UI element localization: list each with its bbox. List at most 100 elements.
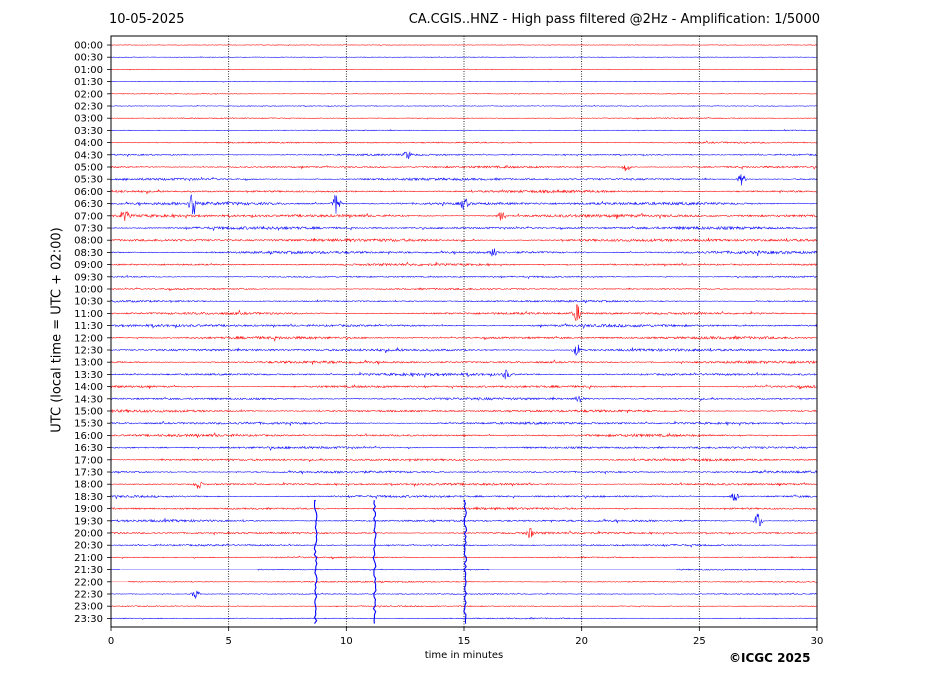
trace-row-0730 bbox=[110, 225, 817, 232]
trace-row-0530 bbox=[110, 174, 817, 186]
y-tick-label: 23:00 bbox=[74, 602, 103, 613]
y-tick-label: 11:30 bbox=[74, 321, 103, 332]
y-tick-label: 04:30 bbox=[74, 150, 103, 161]
record-date: 10-05-2025 bbox=[109, 12, 185, 27]
y-tick-label: 22:30 bbox=[74, 590, 103, 601]
trace-row-1630 bbox=[110, 445, 817, 451]
trace-row-0330 bbox=[110, 128, 817, 132]
trace-row-1800 bbox=[110, 481, 817, 489]
trace-row-2330 bbox=[110, 617, 817, 620]
y-tick-label: 10:30 bbox=[74, 297, 103, 308]
trace-row-0430 bbox=[110, 151, 817, 160]
trace-row-0230 bbox=[110, 104, 817, 108]
trace-row-1400 bbox=[110, 384, 817, 390]
trace-row-1930 bbox=[110, 513, 817, 527]
seismic-spike bbox=[372, 500, 377, 624]
trace-row-1700 bbox=[110, 457, 817, 463]
y-tick-label: 12:00 bbox=[74, 333, 103, 344]
trace-row-1730 bbox=[110, 469, 817, 475]
y-tick-label: 02:00 bbox=[74, 89, 103, 100]
trace-row-1330 bbox=[110, 369, 817, 380]
x-tick-label: 20 bbox=[575, 636, 588, 647]
x-tick-label: 15 bbox=[458, 636, 471, 647]
trace-row-1200 bbox=[110, 335, 817, 342]
y-tick-label: 20:30 bbox=[74, 541, 103, 552]
y-tick-label: 17:00 bbox=[74, 455, 103, 466]
x-tick-label: 10 bbox=[340, 636, 353, 647]
trace-row-1100 bbox=[110, 304, 817, 322]
trace-row-2030 bbox=[110, 543, 817, 548]
y-tick-label: 02:30 bbox=[74, 102, 103, 113]
x-tick-label: 5 bbox=[225, 636, 231, 647]
trace-row-0900 bbox=[110, 261, 817, 267]
y-tick-label: 19:00 bbox=[74, 504, 103, 515]
y-tick-label: 19:30 bbox=[74, 516, 103, 527]
y-tick-label: 05:00 bbox=[74, 163, 103, 174]
trace-row-2200 bbox=[127, 580, 817, 584]
y-tick-label: 13:00 bbox=[74, 358, 103, 369]
trace-row-0200 bbox=[110, 92, 817, 95]
trace-row-0700 bbox=[110, 210, 817, 221]
y-tick-label: 09:00 bbox=[74, 260, 103, 271]
seismic-spike bbox=[463, 500, 468, 624]
y-tick-label: 17:30 bbox=[74, 468, 103, 479]
y-tick-label: 06:00 bbox=[74, 187, 103, 198]
trace-row-2100 bbox=[110, 555, 817, 560]
y-tick-label: 05:30 bbox=[74, 175, 103, 186]
trace-row-1230 bbox=[110, 344, 817, 356]
y-tick-label: 11:00 bbox=[74, 309, 103, 320]
y-tick-label: 08:00 bbox=[74, 236, 103, 247]
trace-row-1830 bbox=[110, 493, 817, 502]
trace-row-1300 bbox=[110, 359, 817, 366]
y-tick-label: 14:30 bbox=[74, 394, 103, 405]
trace-row-0130 bbox=[110, 80, 817, 83]
y-tick-label: 01:00 bbox=[74, 65, 103, 76]
trace-row-1500 bbox=[110, 408, 817, 414]
y-tick-label: 18:30 bbox=[74, 492, 103, 503]
y-tick-label: 10:00 bbox=[74, 285, 103, 296]
y-tick-label: 16:30 bbox=[74, 443, 103, 454]
trace-row-1130 bbox=[110, 322, 817, 330]
seismic-spike bbox=[313, 500, 318, 624]
y-tick-label: 14:00 bbox=[74, 382, 103, 393]
y-tick-label: 08:30 bbox=[74, 248, 103, 259]
trace-row-0000 bbox=[110, 44, 817, 46]
trace-row-2230 bbox=[110, 590, 817, 600]
y-tick-label: 21:30 bbox=[74, 565, 103, 576]
trace-row-0030 bbox=[110, 56, 817, 59]
x-axis-label: time in minutes bbox=[424, 650, 504, 661]
y-tick-label: 16:00 bbox=[74, 431, 103, 442]
y-tick-label: 23:30 bbox=[74, 614, 103, 625]
trace-row-0930 bbox=[110, 274, 817, 280]
y-tick-label: 15:30 bbox=[74, 419, 103, 430]
y-tick-label: 03:30 bbox=[74, 126, 103, 137]
y-tick-label: 00:30 bbox=[74, 53, 103, 64]
trace-row-1600 bbox=[110, 432, 817, 438]
trace-row-0400 bbox=[110, 140, 817, 145]
chart-title: CA.CGIS..HNZ - High pass filtered @2Hz -… bbox=[408, 12, 820, 27]
trace-row-0300 bbox=[110, 116, 817, 120]
y-tick-label: 04:00 bbox=[74, 138, 103, 149]
y-tick-label: 22:00 bbox=[74, 577, 103, 588]
y-tick-label: 15:00 bbox=[74, 407, 103, 418]
trace-row-1900 bbox=[110, 506, 817, 511]
copyright-label: ©ICGC 2025 bbox=[729, 651, 811, 665]
trace-row-0100 bbox=[110, 68, 817, 71]
trace-row-1530 bbox=[110, 420, 817, 427]
trace-row-0600 bbox=[110, 188, 817, 195]
x-tick-label: 30 bbox=[811, 636, 824, 647]
y-tick-label: 21:00 bbox=[74, 553, 103, 564]
y-tick-label: 09:30 bbox=[74, 272, 103, 283]
y-tick-label: 03:00 bbox=[74, 114, 103, 125]
y-tick-label: 01:30 bbox=[74, 77, 103, 88]
y-tick-label: 07:30 bbox=[74, 224, 103, 235]
trace-row-1030 bbox=[110, 299, 817, 304]
trace-row-1430 bbox=[110, 395, 817, 403]
y-axis-label: UTC (local time = UTC + 02:00) bbox=[49, 227, 65, 433]
y-tick-label: 20:00 bbox=[74, 529, 103, 540]
trace-row-1000 bbox=[110, 287, 817, 292]
trace-row-2000 bbox=[110, 527, 817, 538]
trace-row-2300 bbox=[110, 605, 817, 608]
y-tick-label: 18:00 bbox=[74, 480, 103, 491]
